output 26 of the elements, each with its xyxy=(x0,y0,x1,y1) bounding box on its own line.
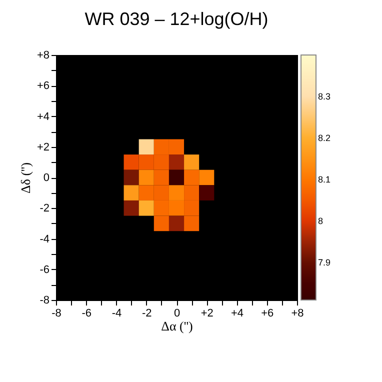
color-bar-label: 8 xyxy=(318,216,324,226)
y-tick-label: -2 xyxy=(40,202,50,215)
y-tick-label: +8 xyxy=(36,50,50,62)
color-bar-label: 8.1 xyxy=(318,174,331,185)
y-tick-label: -6 xyxy=(40,264,50,276)
x-tick-label: -2 xyxy=(142,308,152,320)
y-tick-label: +4 xyxy=(36,110,50,123)
x-tick-label: -4 xyxy=(112,308,122,320)
color-bar-label: 7.9 xyxy=(318,258,331,268)
x-tick-label: +8 xyxy=(291,308,304,320)
y-tick-label: +6 xyxy=(36,80,50,92)
y-tick-label: -4 xyxy=(40,233,50,246)
x-tick-label: 0 xyxy=(174,308,180,320)
chart-title: WR 039 – 12+log(O/H) xyxy=(84,9,268,29)
x-tick-label: -6 xyxy=(82,308,92,320)
y-axis-title: Δδ ('') xyxy=(18,162,33,194)
y-tick-label: -8 xyxy=(40,294,50,306)
y-tick-label: +2 xyxy=(36,141,50,154)
x-axis-title: Δα ('') xyxy=(161,318,193,334)
color-bar-label: 8.2 xyxy=(318,133,331,144)
x-tick-label: -8 xyxy=(52,308,62,320)
x-tick-label: +6 xyxy=(261,308,274,320)
color-bar-label: 8.3 xyxy=(318,92,331,102)
y-tick-label: 0 xyxy=(43,172,50,184)
x-tick-label: +2 xyxy=(200,308,214,320)
x-tick-label: +4 xyxy=(230,308,244,320)
